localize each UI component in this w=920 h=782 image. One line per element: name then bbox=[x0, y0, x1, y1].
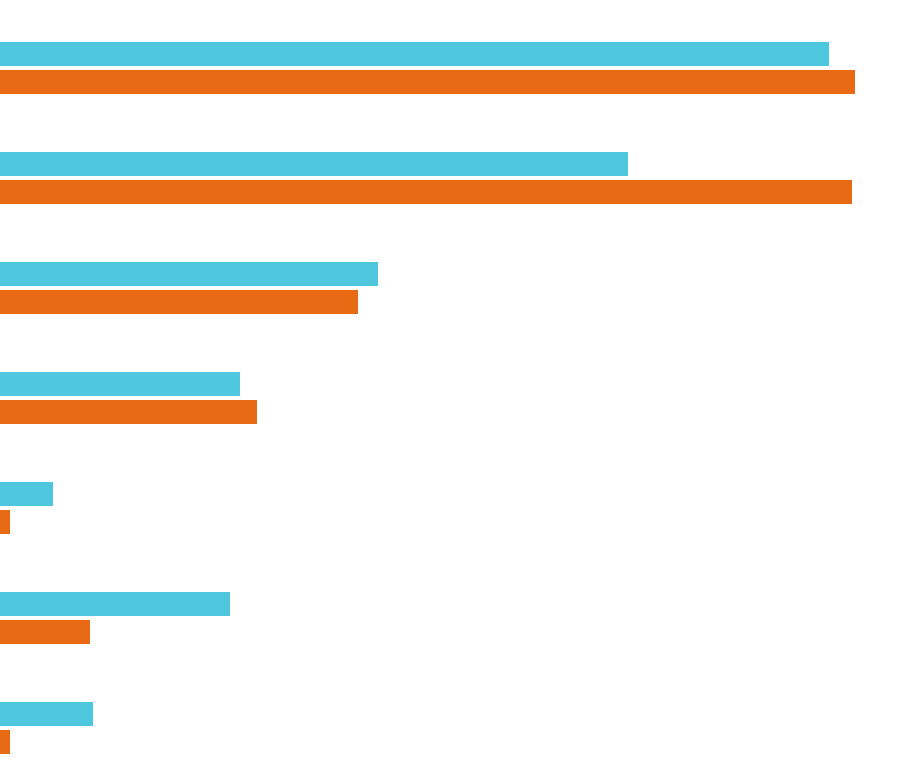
bar bbox=[0, 262, 378, 286]
bar bbox=[0, 730, 10, 754]
bar bbox=[0, 400, 257, 424]
bar bbox=[0, 70, 855, 94]
bar bbox=[0, 592, 230, 616]
bar bbox=[0, 372, 240, 396]
bar bbox=[0, 290, 358, 314]
bar bbox=[0, 702, 93, 726]
bar bbox=[0, 152, 628, 176]
bar bbox=[0, 42, 829, 66]
bar bbox=[0, 482, 53, 506]
bar bbox=[0, 510, 10, 534]
bar bbox=[0, 620, 90, 644]
bar bbox=[0, 180, 852, 204]
